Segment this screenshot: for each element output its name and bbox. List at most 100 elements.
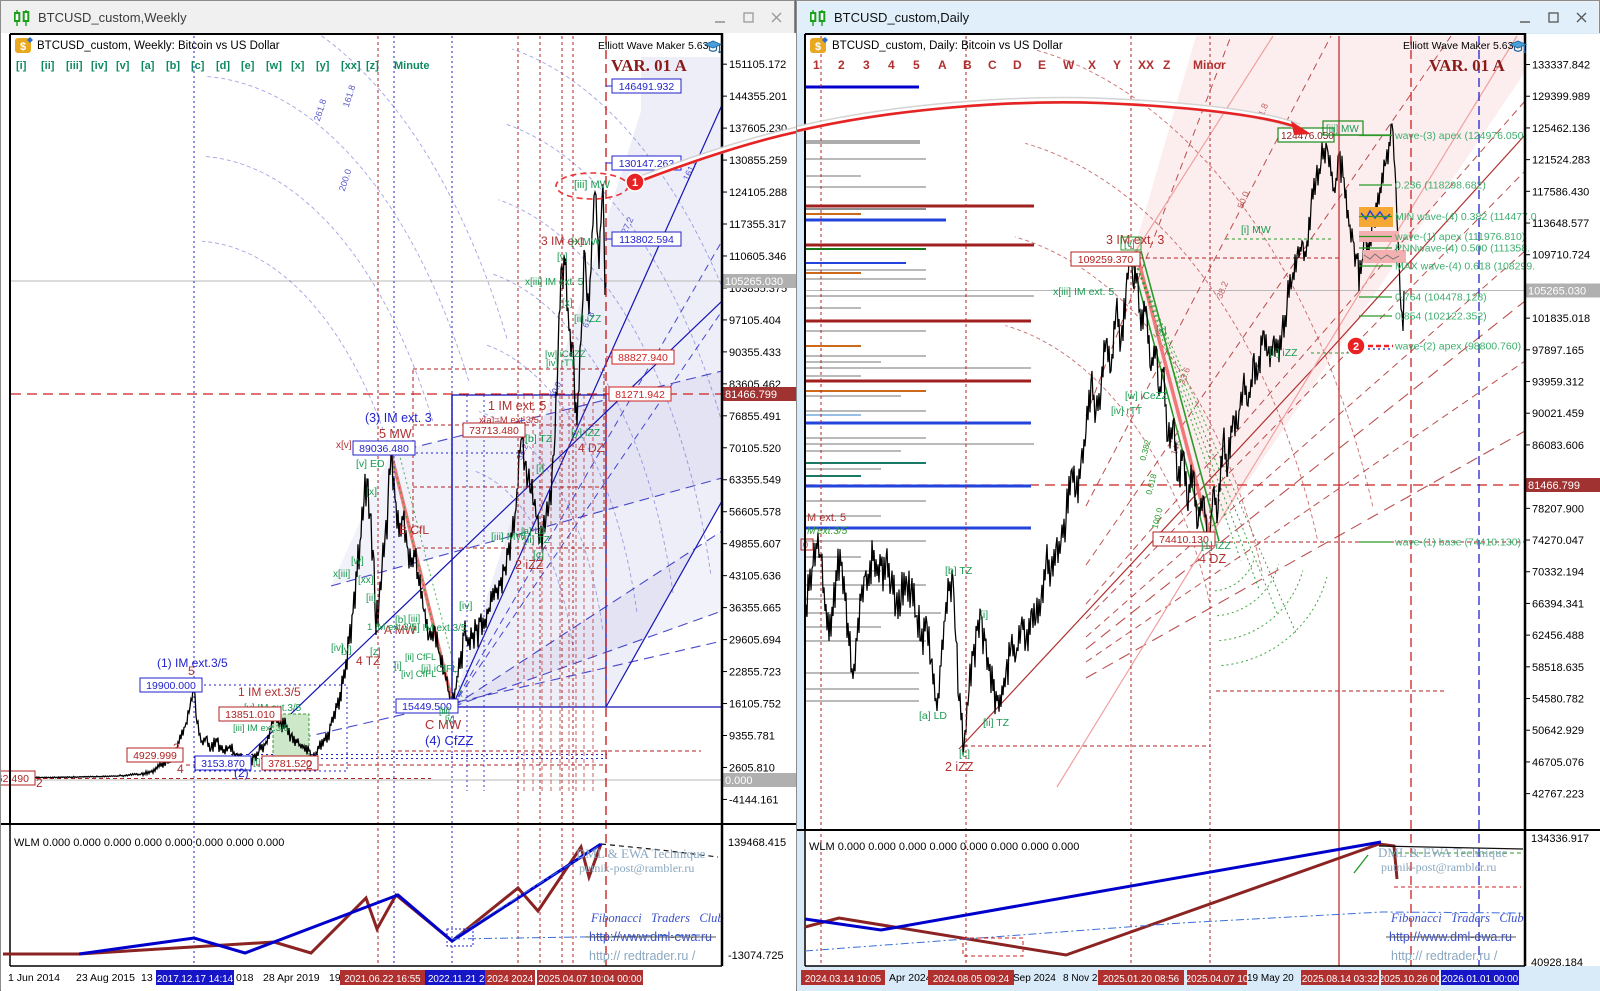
svg-text:101835.018: 101835.018 bbox=[1532, 313, 1590, 325]
svg-text:[xx]: [xx] bbox=[358, 575, 374, 586]
svg-text:0.764 (104478.128): 0.764 (104478.128) bbox=[1395, 292, 1487, 304]
svg-text:54580.782: 54580.782 bbox=[1532, 694, 1584, 706]
svg-text:wave-(3) apex (124976.050): wave-(3) apex (124976.050) bbox=[1394, 130, 1527, 142]
svg-text:[iv] CfFL: [iv] CfFL bbox=[401, 669, 436, 680]
svg-text:Y: Y bbox=[1113, 58, 1121, 72]
svg-text:[w] iCeZZ: [w] iCeZZ bbox=[1125, 391, 1168, 402]
svg-text:X: X bbox=[1088, 58, 1096, 72]
svg-text:Z: Z bbox=[1163, 58, 1170, 72]
svg-text:[b]: [b] bbox=[395, 615, 406, 626]
svg-text:[i]: [i] bbox=[980, 609, 988, 621]
svg-text:[w]: [w] bbox=[266, 60, 282, 72]
svg-text:58518.635: 58518.635 bbox=[1532, 662, 1584, 674]
svg-text:x[iii]: x[iii] bbox=[333, 569, 350, 580]
svg-text:3 IM ext.: 3 IM ext. bbox=[541, 234, 587, 248]
svg-text:121524.283: 121524.283 bbox=[1532, 155, 1590, 167]
svg-text:36355.665: 36355.665 bbox=[729, 603, 781, 615]
svg-text:4 DZ: 4 DZ bbox=[578, 441, 604, 455]
svg-text:[i] IM ext.3/5: [i] IM ext.3/5 bbox=[412, 623, 467, 634]
svg-text:wave-(2) apex (98800.760): wave-(2) apex (98800.760) bbox=[1394, 341, 1521, 353]
svg-text:$: $ bbox=[815, 41, 821, 53]
svg-text:56605.578: 56605.578 bbox=[729, 507, 781, 519]
svg-text:[ii] iZZ: [ii] iZZ bbox=[1269, 347, 1298, 359]
svg-text:[i]: [i] bbox=[253, 757, 260, 768]
svg-text:1: 1 bbox=[813, 58, 820, 72]
svg-text:Elliott Wave Maker 5.63: Elliott Wave Maker 5.63 bbox=[1403, 40, 1514, 52]
svg-text:110605.346: 110605.346 bbox=[729, 251, 786, 263]
svg-text:90021.459: 90021.459 bbox=[1532, 408, 1584, 420]
svg-text:BTCUSD_custom, Weekly: Bitcoi: BTCUSD_custom, Weekly: Bitcoin vs US Dol… bbox=[37, 40, 280, 52]
svg-text:[a] LD: [a] LD bbox=[521, 526, 546, 537]
svg-text:[w]: [w] bbox=[351, 556, 364, 567]
svg-text:wave-(1) base (74410.130): wave-(1) base (74410.130) bbox=[1394, 537, 1521, 549]
svg-text:[x]: [x] bbox=[366, 486, 377, 498]
svg-text:78207.900: 78207.900 bbox=[1532, 503, 1584, 515]
svg-text:[iii] IM ext.3/5: [iii] IM ext.3/5 bbox=[233, 723, 289, 734]
svg-text:70332.194: 70332.194 bbox=[1532, 567, 1584, 579]
svg-text:62456.488: 62456.488 bbox=[1532, 630, 1584, 642]
svg-text:1: 1 bbox=[632, 177, 638, 189]
svg-text:[v]: [v] bbox=[557, 252, 568, 263]
svg-text:2 iZZ: 2 iZZ bbox=[945, 760, 974, 774]
svg-text:[v]: [v] bbox=[445, 714, 455, 724]
svg-text:MAX wave-(4) 0.618 (108299.: MAX wave-(4) 0.618 (108299. bbox=[1395, 261, 1535, 273]
svg-text:[i]: [i] bbox=[536, 463, 544, 475]
svg-text:[i]: [i] bbox=[16, 60, 27, 72]
svg-text:[ii] iZZ: [ii] iZZ bbox=[574, 314, 601, 325]
svg-text:XX: XX bbox=[1138, 58, 1154, 72]
svg-text:[iii] MW: [iii] MW bbox=[574, 179, 611, 191]
svg-text:113648.577: 113648.577 bbox=[1532, 218, 1589, 230]
svg-text:[ii]: [ii] bbox=[41, 60, 55, 72]
svg-text:125462.136: 125462.136 bbox=[1532, 123, 1590, 135]
svg-text:[x]: [x] bbox=[562, 298, 573, 309]
svg-text:[y]: [y] bbox=[341, 645, 352, 656]
svg-text:81271.942: 81271.942 bbox=[615, 389, 665, 401]
svg-text:http:// redtrader.ru /: http:// redtrader.ru / bbox=[1391, 949, 1498, 963]
svg-text:105265.030: 105265.030 bbox=[725, 276, 783, 288]
svg-text:130147.263: 130147.263 bbox=[619, 158, 675, 170]
svg-text:9355.781: 9355.781 bbox=[729, 730, 775, 742]
svg-text:0.000: 0.000 bbox=[725, 775, 753, 787]
svg-text:[ii] CfFL: [ii] CfFL bbox=[405, 652, 436, 662]
svg-text:VAR. 01 A: VAR. 01 A bbox=[1429, 56, 1505, 75]
svg-text:88827.940: 88827.940 bbox=[618, 352, 668, 364]
svg-text:40928.184: 40928.184 bbox=[1531, 957, 1583, 969]
svg-text:2025.08.14 03:32: 2025.08.14 03:32 bbox=[1302, 974, 1378, 985]
svg-text:15449.500: 15449.500 bbox=[402, 701, 452, 713]
svg-text:Minor: Minor bbox=[1193, 58, 1226, 72]
svg-text:109710.724: 109710.724 bbox=[1532, 250, 1590, 262]
svg-text:63355.549: 63355.549 bbox=[729, 475, 781, 487]
svg-text:[i]: [i] bbox=[394, 661, 402, 672]
svg-text:3 IM ext. 3: 3 IM ext. 3 bbox=[1106, 233, 1164, 247]
svg-text:109259.370: 109259.370 bbox=[1078, 254, 1134, 266]
svg-text:133337.842: 133337.842 bbox=[1532, 60, 1590, 72]
svg-text:144355.201: 144355.201 bbox=[729, 91, 787, 103]
svg-text:3153.870: 3153.870 bbox=[201, 758, 245, 770]
svg-text:A: A bbox=[938, 58, 947, 72]
svg-text:[c]: [c] bbox=[533, 549, 544, 561]
svg-text:97105.404: 97105.404 bbox=[729, 315, 781, 327]
svg-text:151105.172: 151105.172 bbox=[729, 59, 786, 71]
svg-text:130855.259: 130855.259 bbox=[729, 155, 787, 167]
svg-text:[ii] iCfFL: [ii] iCfFL bbox=[421, 664, 458, 675]
svg-text:73713.480: 73713.480 bbox=[469, 425, 519, 437]
svg-text:[iv]: [iv] bbox=[91, 60, 108, 72]
svg-text:42767.223: 42767.223 bbox=[1532, 789, 1584, 801]
svg-text:-13074.725: -13074.725 bbox=[728, 950, 784, 962]
svg-text:018: 018 bbox=[236, 972, 254, 984]
svg-text:1 IM ext.3/5: 1 IM ext.3/5 bbox=[238, 685, 301, 699]
svg-text:(3) IM ext. 3: (3) IM ext. 3 bbox=[365, 411, 432, 425]
svg-text:[iv] rTT: [iv] rTT bbox=[546, 358, 576, 369]
svg-text:[b] TZ: [b] TZ bbox=[945, 565, 973, 577]
svg-text:Apr 2024: Apr 2024 bbox=[889, 972, 932, 984]
svg-text:[y]: [y] bbox=[316, 60, 330, 72]
svg-text:[a] LD: [a] LD bbox=[919, 710, 947, 722]
svg-text:[iv]: [iv] bbox=[331, 643, 344, 654]
svg-text:wave-(1) apex (111976.810): wave-(1) apex (111976.810) bbox=[1394, 231, 1525, 243]
svg-text:43105.636: 43105.636 bbox=[729, 571, 781, 583]
svg-text:putnik-post@rambler.ru: putnik-post@rambler.ru bbox=[579, 861, 694, 875]
svg-text:22855.723: 22855.723 bbox=[729, 667, 781, 679]
svg-text:[ii] TZ: [ii] TZ bbox=[524, 534, 551, 546]
svg-text:2: 2 bbox=[306, 758, 313, 772]
svg-text:x[iii] IM ext. 5: x[iii] IM ext. 5 bbox=[1053, 286, 1114, 298]
